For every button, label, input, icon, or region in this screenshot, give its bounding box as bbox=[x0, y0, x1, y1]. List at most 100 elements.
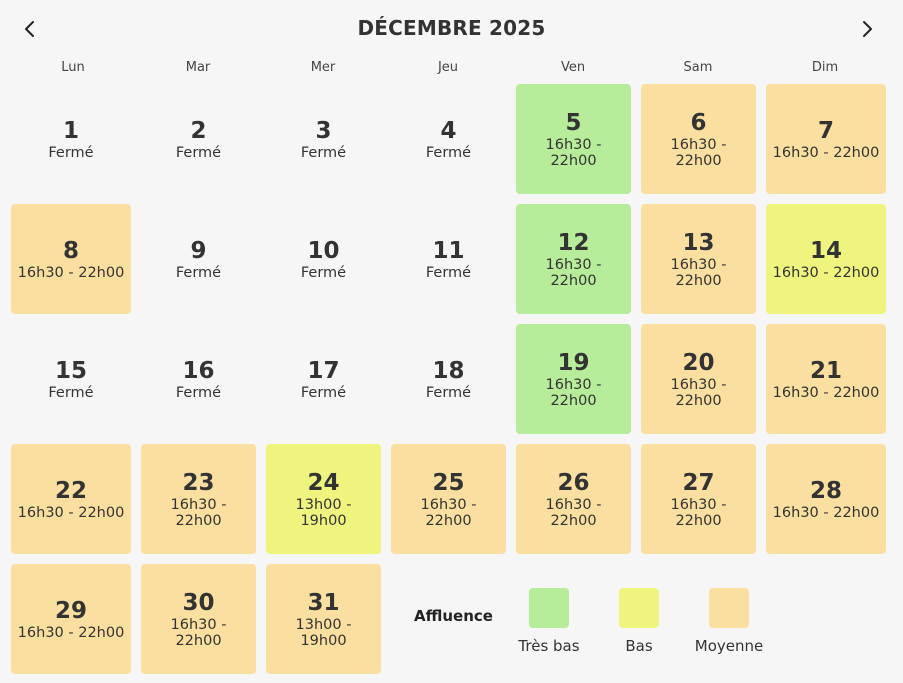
closed-label: Fermé bbox=[425, 145, 472, 161]
weekday-label: Sam bbox=[683, 60, 713, 75]
closed-label: Fermé bbox=[175, 385, 222, 401]
day-cell[interactable]: 5 16h30 - 22h00 bbox=[516, 84, 631, 194]
day-number: 25 bbox=[432, 470, 465, 496]
chevron-left-icon bbox=[25, 21, 34, 37]
calendar-header: DÉCEMBRE 2025 bbox=[0, 0, 903, 56]
legend-swatch-moyenne bbox=[709, 588, 749, 628]
day-number: 29 bbox=[54, 598, 87, 624]
day-number: 26 bbox=[557, 470, 590, 496]
day-cell[interactable]: 24 13h00 - 19h00 bbox=[266, 444, 381, 554]
day-cell[interactable]: 9 Fermé bbox=[141, 204, 256, 314]
weekday-label: Lun bbox=[61, 60, 85, 75]
day-number: 11 bbox=[432, 238, 465, 264]
day-cell[interactable]: 31 13h00 - 19h00 bbox=[266, 564, 381, 674]
legend-label-moyenne: Moyenne bbox=[694, 637, 764, 655]
day-number: 4 bbox=[440, 118, 457, 144]
day-number: 10 bbox=[307, 238, 340, 264]
day-number: 27 bbox=[682, 470, 715, 496]
day-number: 16 bbox=[182, 358, 215, 384]
day-cell[interactable]: 20 16h30 - 22h00 bbox=[641, 324, 756, 434]
month-title: DÉCEMBRE 2025 bbox=[357, 16, 546, 40]
day-cell[interactable]: 11 Fermé bbox=[391, 204, 506, 314]
chevron-right-icon bbox=[863, 21, 872, 37]
closed-label: Fermé bbox=[300, 385, 347, 401]
next-month-button[interactable] bbox=[855, 17, 879, 41]
legend-swatch-tres-bas bbox=[529, 588, 569, 628]
day-cell[interactable]: 22 16h30 - 22h00 bbox=[11, 444, 131, 554]
day-cell[interactable]: 26 16h30 - 22h00 bbox=[516, 444, 631, 554]
day-cell[interactable]: 1 Fermé bbox=[11, 84, 131, 194]
day-cell[interactable]: 17 Fermé bbox=[266, 324, 381, 434]
day-number: 12 bbox=[557, 230, 590, 256]
opening-hours: 16h30 - 22h00 bbox=[170, 497, 227, 529]
day-cell[interactable]: 23 16h30 - 22h00 bbox=[141, 444, 256, 554]
day-number: 31 bbox=[307, 590, 340, 616]
day-number: 9 bbox=[190, 238, 207, 264]
opening-hours: 16h30 - 22h00 bbox=[545, 257, 602, 289]
legend-title: Affluence bbox=[414, 607, 493, 625]
opening-hours: 16h30 - 22h00 bbox=[545, 497, 602, 529]
day-number: 21 bbox=[809, 358, 842, 384]
weekday-label: Jeu bbox=[437, 60, 459, 75]
closed-label: Fermé bbox=[425, 265, 472, 281]
day-cell[interactable]: 12 16h30 - 22h00 bbox=[516, 204, 631, 314]
day-number: 17 bbox=[307, 358, 340, 384]
day-number: 18 bbox=[432, 358, 465, 384]
opening-hours: 16h30 - 22h00 bbox=[670, 497, 727, 529]
day-number: 2 bbox=[190, 118, 207, 144]
day-cell[interactable]: 15 Fermé bbox=[11, 324, 131, 434]
opening-hours: 16h30 - 22h00 bbox=[670, 257, 727, 289]
opening-hours: 16h30 - 22h00 bbox=[17, 625, 125, 641]
closed-label: Fermé bbox=[300, 145, 347, 161]
legend-swatch-bas bbox=[619, 588, 659, 628]
day-number: 19 bbox=[557, 350, 590, 376]
day-cell[interactable]: 19 16h30 - 22h00 bbox=[516, 324, 631, 434]
opening-hours: 16h30 - 22h00 bbox=[670, 137, 727, 169]
day-cell[interactable]: 16 Fermé bbox=[141, 324, 256, 434]
day-number: 13 bbox=[682, 230, 715, 256]
day-number: 28 bbox=[809, 478, 842, 504]
day-number: 1 bbox=[62, 118, 79, 144]
opening-hours: 16h30 - 22h00 bbox=[772, 265, 880, 281]
opening-hours: 16h30 - 22h00 bbox=[420, 497, 477, 529]
day-cell[interactable]: 28 16h30 - 22h00 bbox=[766, 444, 886, 554]
day-cell[interactable]: 18 Fermé bbox=[391, 324, 506, 434]
closed-label: Fermé bbox=[175, 145, 222, 161]
day-cell[interactable]: 29 16h30 - 22h00 bbox=[11, 564, 131, 674]
day-cell[interactable]: 21 16h30 - 22h00 bbox=[766, 324, 886, 434]
opening-hours: 16h30 - 22h00 bbox=[17, 505, 125, 521]
day-number: 14 bbox=[809, 238, 842, 264]
day-cell[interactable]: 27 16h30 - 22h00 bbox=[641, 444, 756, 554]
day-cell[interactable]: 6 16h30 - 22h00 bbox=[641, 84, 756, 194]
previous-month-button[interactable] bbox=[18, 17, 42, 41]
day-cell[interactable]: 13 16h30 - 22h00 bbox=[641, 204, 756, 314]
day-cell[interactable]: 10 Fermé bbox=[266, 204, 381, 314]
opening-hours: 16h30 - 22h00 bbox=[772, 385, 880, 401]
day-cell[interactable]: 8 16h30 - 22h00 bbox=[11, 204, 131, 314]
day-number: 20 bbox=[682, 350, 715, 376]
day-cell[interactable]: 25 16h30 - 22h00 bbox=[391, 444, 506, 554]
day-cell[interactable]: 2 Fermé bbox=[141, 84, 256, 194]
day-cell[interactable]: 7 16h30 - 22h00 bbox=[766, 84, 886, 194]
closed-label: Fermé bbox=[48, 385, 94, 401]
day-cell[interactable]: 14 16h30 - 22h00 bbox=[766, 204, 886, 314]
day-number: 8 bbox=[62, 238, 79, 264]
opening-hours: 16h30 - 22h00 bbox=[17, 265, 125, 281]
opening-hours: 16h30 - 22h00 bbox=[545, 137, 602, 169]
day-cell[interactable]: 4 Fermé bbox=[391, 84, 506, 194]
legend-label-bas: Bas bbox=[625, 637, 653, 655]
day-number: 15 bbox=[54, 358, 87, 384]
day-cell[interactable]: 30 16h30 - 22h00 bbox=[141, 564, 256, 674]
day-number: 6 bbox=[690, 110, 707, 136]
day-number: 7 bbox=[817, 118, 834, 144]
closed-label: Fermé bbox=[48, 145, 94, 161]
weekday-label: Dim bbox=[811, 60, 839, 75]
day-number: 23 bbox=[182, 470, 215, 496]
weekday-label: Ven bbox=[560, 60, 586, 75]
opening-hours: 13h00 - 19h00 bbox=[295, 497, 352, 529]
weekday-header-row: Lun Mar Mer Jeu Ven Sam Dim bbox=[0, 60, 903, 78]
closed-label: Fermé bbox=[175, 265, 222, 281]
day-cell[interactable]: 3 Fermé bbox=[266, 84, 381, 194]
day-number: 3 bbox=[315, 118, 332, 144]
day-number: 22 bbox=[54, 478, 87, 504]
